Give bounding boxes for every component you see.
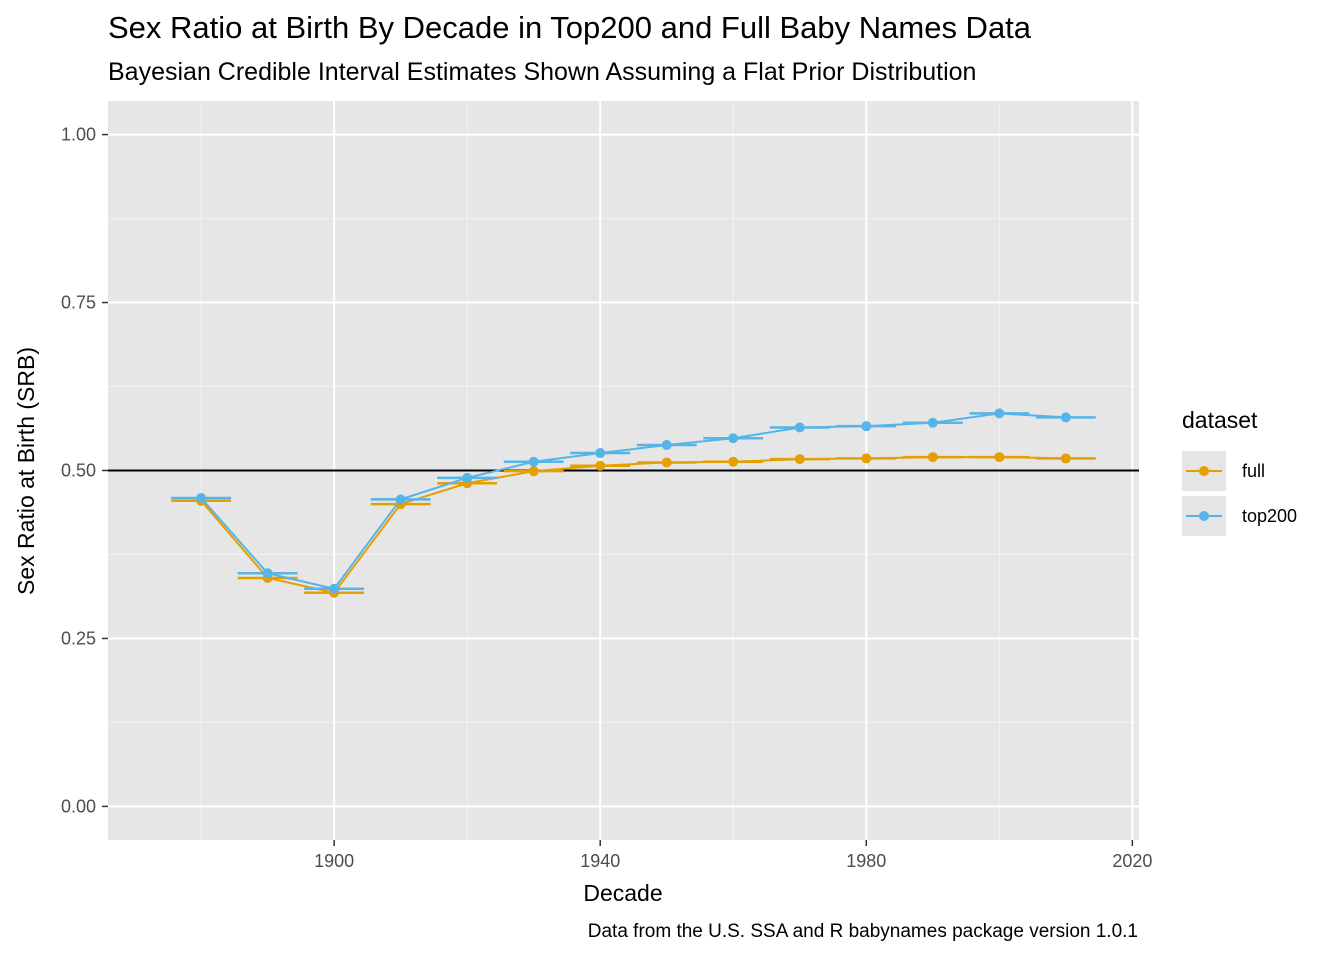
- data-point-full: [927, 452, 938, 463]
- data-point-top200: [794, 422, 805, 433]
- y-tick-label: 0.00: [61, 796, 96, 816]
- data-point-top200: [528, 456, 539, 467]
- data-point-full: [994, 452, 1005, 463]
- data-point-top200: [994, 408, 1005, 419]
- data-point-top200: [395, 494, 406, 505]
- data-point-full: [595, 460, 606, 471]
- x-tick-label: 1940: [580, 851, 620, 871]
- series-layer: [171, 408, 1096, 598]
- y-tick-label: 0.75: [61, 293, 96, 313]
- x-axis-title: Decade: [583, 880, 662, 906]
- y-tick-label: 1.00: [61, 125, 96, 145]
- data-point-top200: [927, 417, 938, 428]
- x-tick-label: 2020: [1112, 851, 1152, 871]
- legend: dataset full top200: [1182, 407, 1297, 536]
- data-point-top200: [1060, 412, 1071, 423]
- data-point-top200: [196, 493, 207, 504]
- chart-title: Sex Ratio at Birth By Decade in Top200 a…: [108, 10, 1032, 45]
- data-point-full: [794, 454, 805, 465]
- data-point-top200: [861, 421, 872, 432]
- data-point-full: [1060, 453, 1071, 464]
- series-top200: [171, 408, 1096, 594]
- data-point-full: [728, 456, 739, 467]
- y-tick-label: 0.50: [61, 461, 96, 481]
- series-line-full: [200, 456, 1066, 594]
- data-point-top200: [262, 568, 273, 579]
- legend-label-top200: top200: [1242, 506, 1297, 526]
- series-line-top200: [200, 412, 1066, 590]
- data-point-top200: [329, 583, 340, 594]
- data-point-top200: [728, 433, 739, 444]
- chart-caption: Data from the U.S. SSA and R babynames p…: [587, 921, 1138, 942]
- axes: 0.00 0.25 0.50 0.75 1.00 1900 1940 1980 2020: [61, 125, 1152, 871]
- data-point-full: [528, 466, 539, 477]
- data-point-top200: [661, 439, 672, 450]
- legend-key-point-full: [1199, 466, 1209, 476]
- chart-subtitle: Bayesian Credible Interval Estimates Sho…: [108, 58, 977, 86]
- legend-title: dataset: [1182, 407, 1258, 433]
- data-point-full: [661, 457, 672, 468]
- x-tick-label: 1980: [846, 851, 886, 871]
- data-point-top200: [462, 472, 473, 483]
- data-point-top200: [595, 448, 606, 459]
- x-tick-label: 1900: [314, 851, 354, 871]
- legend-key-point-top200: [1199, 511, 1209, 521]
- y-axis-title: Sex Ratio at Birth (SRB): [13, 347, 39, 595]
- legend-label-full: full: [1242, 461, 1265, 481]
- data-point-full: [861, 453, 872, 464]
- y-tick-label: 0.25: [61, 628, 96, 648]
